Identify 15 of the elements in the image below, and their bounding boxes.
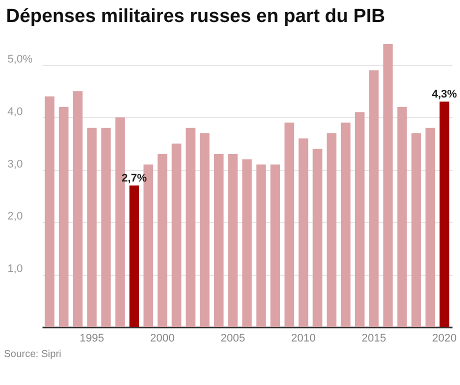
y-tick-label: 3,0	[8, 158, 23, 170]
y-tick-label: 1,0	[8, 263, 23, 276]
x-tick-label: 2005	[220, 332, 246, 344]
chart-title: Dépenses militaires russes en part du PIB	[5, 5, 386, 29]
x-tick-label: 1995	[80, 332, 104, 344]
x-tick-label: 2015	[362, 332, 386, 344]
y-tick-label: 4,0	[8, 106, 23, 118]
data-label: 2,7%	[122, 172, 147, 184]
source-note: Source: Sipri	[3, 349, 62, 360]
y-tick-label: 5,0%	[8, 53, 33, 66]
data-label: 4,3%	[432, 88, 458, 101]
x-tick-label: 2020	[432, 332, 457, 344]
y-tick-label: 2,0	[8, 210, 23, 223]
x-tick-label: 2010	[291, 332, 316, 344]
x-tick-label: 2000	[150, 332, 175, 344]
